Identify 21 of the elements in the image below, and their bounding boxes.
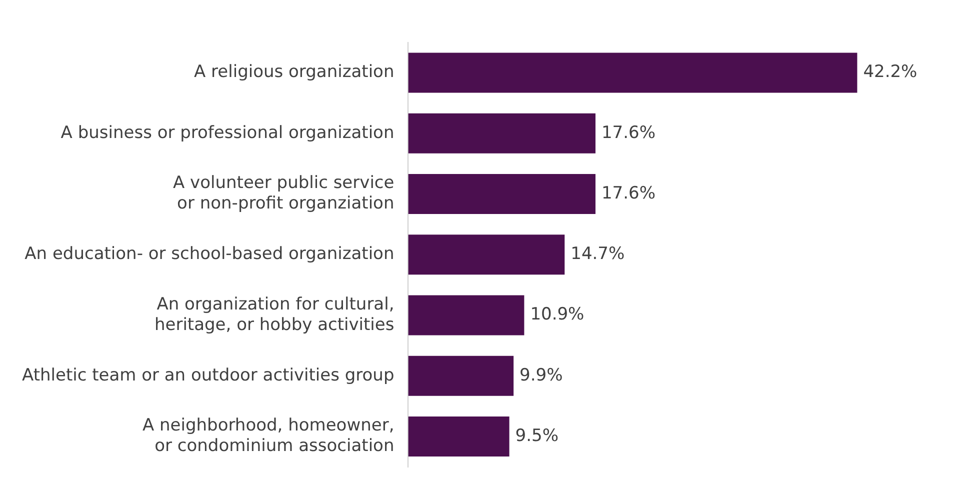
- data-label: 9.9%: [520, 365, 563, 386]
- data-label: 42.2%: [863, 62, 918, 82]
- bar: [408, 295, 524, 336]
- y-tick-label: A volunteer public service or non-profit organziation: [173, 173, 394, 214]
- data-label: 9.5%: [515, 426, 559, 446]
- data-label: 14.7%: [570, 244, 625, 264]
- y-tick-label: A neighborhood, homeowner, or condominium association: [142, 416, 394, 456]
- y-tick-label: Athletic team or an outdoor activities group: [22, 365, 394, 386]
- bar: [408, 113, 596, 154]
- y-tick-label: An organization for cultural, heritage, or hobby activities: [154, 294, 394, 335]
- y-tick-label: An education- or school-based organization: [24, 244, 394, 264]
- y-tick-label: A religious organization: [194, 62, 394, 82]
- data-label: 17.6%: [601, 122, 656, 143]
- bar: [408, 52, 858, 93]
- bar: [408, 416, 510, 456]
- bar: [408, 356, 514, 396]
- y-tick-label: A business or professional organization: [60, 122, 394, 143]
- data-label: 17.6%: [601, 183, 656, 204]
- bar: [408, 174, 596, 214]
- bar: [408, 234, 565, 275]
- data-label: 10.9%: [530, 304, 584, 325]
